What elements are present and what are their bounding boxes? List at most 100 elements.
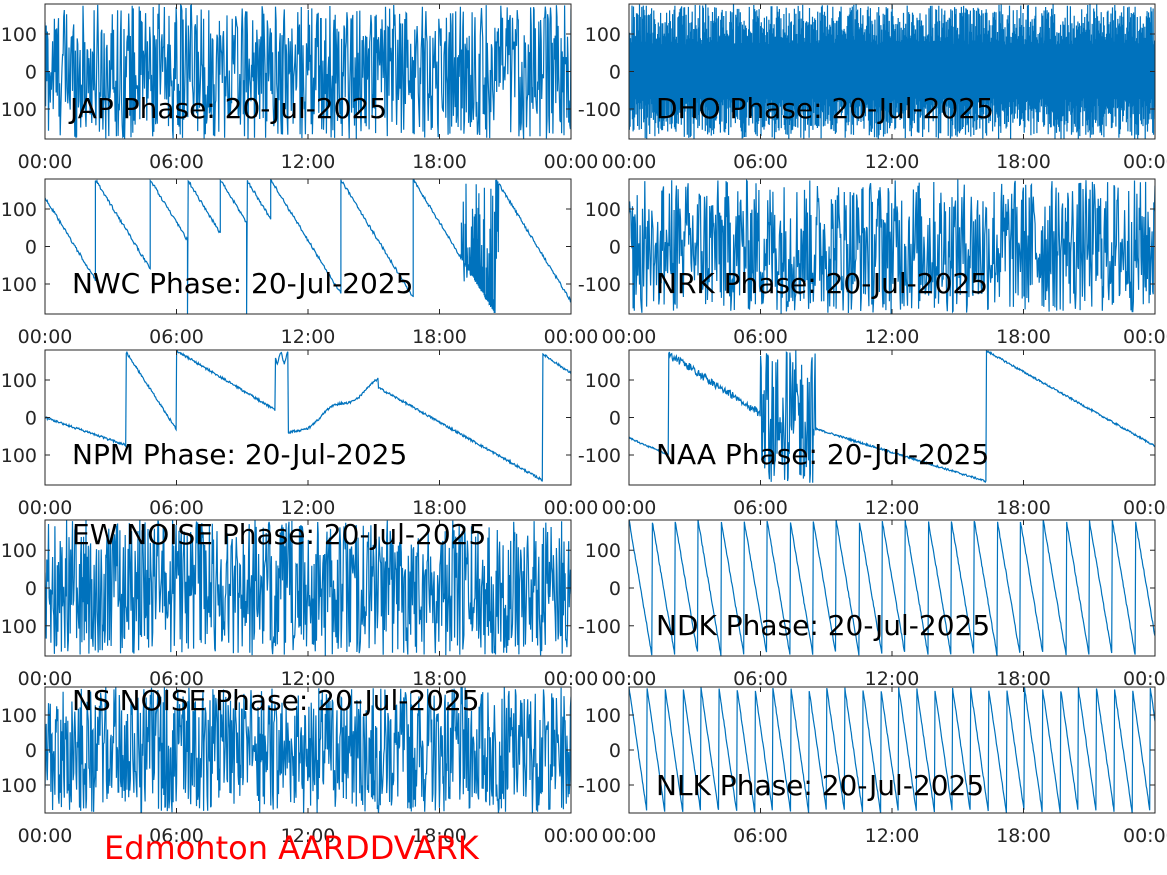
y-tick-label: -100 (0, 616, 37, 638)
y-tick-label: 0 (25, 408, 37, 430)
x-tick-label: 18:00 (412, 825, 467, 847)
y-tick-label: -100 (578, 445, 621, 467)
y-tick-label: 100 (1, 24, 37, 46)
y-tick-label: 0 (609, 62, 621, 84)
y-tick-label: 0 (25, 578, 37, 600)
y-tick-label: 0 (25, 740, 37, 762)
phase-series-line (629, 687, 1155, 813)
x-tick-label: 00:00 (544, 326, 599, 348)
y-tick-label: 0 (25, 62, 37, 84)
panel-title: NAA Phase: 20-Jul-2025 (656, 438, 989, 471)
phase-panel-0: 100 0 -100 00:00 06:00 12:00 18:00 00:00 JAP Pha… (0, 3, 599, 173)
y-tick-label: 0 (609, 408, 621, 430)
x-tick-label: 06:00 (149, 668, 204, 690)
y-tick-label: 100 (585, 540, 621, 562)
panel-title: NWC Phase: 20-Jul-2025 (72, 267, 413, 300)
y-tick-label: 100 (585, 370, 621, 392)
y-tick-label: 100 (1, 540, 37, 562)
x-tick-label: 00:00 (18, 668, 73, 690)
x-tick-label: 00:00 (544, 825, 599, 847)
panel-title: DHO Phase: 20-Jul-2025 (656, 92, 994, 125)
x-tick-label: 12:00 (865, 326, 920, 348)
panel-title: NPM Phase: 20-Jul-2025 (72, 438, 407, 471)
y-tick-label: 100 (585, 199, 621, 221)
phase-series-line (629, 4, 1155, 139)
x-tick-label: 12:00 (865, 497, 920, 519)
phase-series-line (45, 520, 571, 656)
x-tick-label: 12:00 (865, 151, 920, 173)
x-tick-label: 00:00 (602, 668, 657, 690)
x-tick-label: 12:00 (865, 668, 920, 690)
panel-title: EW NOISE Phase: 20-Jul-2025 (72, 518, 486, 551)
x-tick-label: 18:00 (412, 151, 467, 173)
x-tick-label: 12:00 (865, 825, 920, 847)
y-tick-label: -100 (578, 616, 621, 638)
x-tick-label: 00:00 (18, 825, 73, 847)
phase-series-line (45, 350, 571, 482)
x-tick-label: 06:00 (733, 668, 788, 690)
panel-title: NDK Phase: 20-Jul-2025 (656, 609, 990, 642)
x-tick-label: 12:00 (281, 825, 336, 847)
y-tick-label: -100 (0, 445, 37, 467)
phase-series-line (629, 179, 1155, 314)
x-tick-label: 12:00 (281, 497, 336, 519)
y-tick-label: 100 (585, 705, 621, 727)
x-tick-label: 18:00 (996, 497, 1051, 519)
phase-panel-9: 100 0 -100 00:00 06:00 12:00 18:00 00:00 NLK Pha… (578, 686, 1167, 847)
x-tick-label: 12:00 (281, 326, 336, 348)
phase-panel-3: 100 0 -100 00:00 06:00 12:00 18:00 00:00 NRK Pha… (578, 178, 1167, 348)
y-tick-label: -100 (578, 775, 621, 797)
phase-panel-5: 100 0 -100 00:00 06:00 12:00 18:00 00:00 NAA Pha… (578, 349, 1167, 519)
phase-panel-6: 100 0 -100 00:00 06:00 12:00 18:00 00:00 EW NOIS… (0, 518, 598, 690)
phase-series-line (45, 179, 571, 314)
x-tick-label: 00:00 (18, 497, 73, 519)
phase-series-line (629, 350, 1155, 484)
panel-title: NRK Phase: 20-Jul-2025 (656, 267, 988, 300)
x-tick-label: 00:00 (18, 151, 73, 173)
x-tick-label: 06:00 (149, 825, 204, 847)
x-tick-label: 00:00 (544, 668, 599, 690)
x-tick-label: 06:00 (733, 825, 788, 847)
phase-panel-4: 100 0 -100 00:00 06:00 12:00 18:00 00:00 NPM Pha… (0, 349, 598, 519)
x-tick-label: 00:00 (1123, 151, 1167, 173)
y-tick-label: -100 (0, 775, 37, 797)
x-tick-label: 00:00 (1123, 497, 1167, 519)
x-tick-label: 18:00 (996, 668, 1051, 690)
panel-title: JAP Phase: 20-Jul-2025 (68, 92, 387, 125)
x-tick-label: 00:00 (18, 326, 73, 348)
phase-panel-8: 100 0 -100 00:00 06:00 12:00 18:00 00:00 NS NOIS… (0, 684, 598, 847)
phase-series-line (629, 520, 1155, 656)
x-tick-label: 18:00 (412, 326, 467, 348)
x-tick-label: 18:00 (996, 326, 1051, 348)
y-tick-label: -100 (578, 99, 621, 121)
y-tick-label: 100 (1, 705, 37, 727)
y-tick-label: 0 (25, 237, 37, 259)
y-tick-label: 0 (609, 237, 621, 259)
x-tick-label: 18:00 (996, 825, 1051, 847)
x-tick-label: 06:00 (733, 497, 788, 519)
y-tick-label: -100 (0, 274, 37, 296)
x-tick-label: 00:00 (1123, 326, 1167, 348)
y-tick-label: 100 (1, 199, 37, 221)
x-tick-label: 06:00 (149, 326, 204, 348)
y-tick-label: -100 (578, 274, 621, 296)
x-tick-label: 18:00 (996, 151, 1051, 173)
panel-title: NLK Phase: 20-Jul-2025 (656, 769, 984, 802)
phase-series-line (45, 687, 571, 813)
x-tick-label: 00:00 (602, 825, 657, 847)
y-tick-label: 100 (585, 24, 621, 46)
x-tick-label: 18:00 (412, 668, 467, 690)
x-tick-label: 06:00 (149, 151, 204, 173)
x-tick-label: 00:00 (1123, 668, 1167, 690)
x-tick-label: 12:00 (281, 668, 336, 690)
phase-panel-7: 100 0 -100 00:00 06:00 12:00 18:00 00:00 NDK Pha… (578, 519, 1167, 690)
phase-panel-2: 100 0 -100 00:00 06:00 12:00 18:00 00:00 NWC Pha… (0, 178, 599, 348)
x-tick-label: 00:00 (544, 151, 599, 173)
x-tick-label: 06:00 (733, 326, 788, 348)
x-tick-label: 00:00 (1123, 825, 1167, 847)
x-tick-label: 00:00 (602, 497, 657, 519)
phase-panel-1: 100 0 -100 00:00 06:00 12:00 18:00 00:00 DHO Pha… (578, 3, 1167, 173)
x-tick-label: 12:00 (281, 151, 336, 173)
x-tick-label: 06:00 (149, 497, 204, 519)
